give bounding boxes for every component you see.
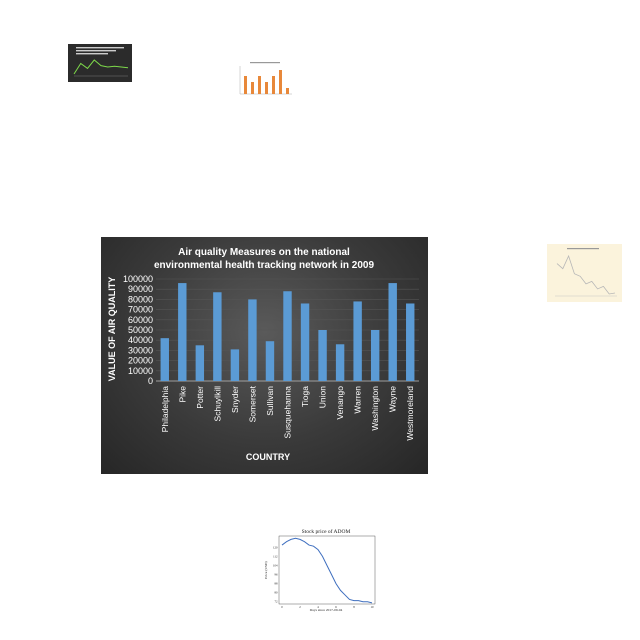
bar bbox=[406, 303, 415, 381]
y-tick-label: 70000 bbox=[128, 305, 153, 315]
y-tick-label: 30000 bbox=[128, 345, 153, 355]
x-tick-label: Sullivan bbox=[265, 386, 275, 416]
plot-frame bbox=[278, 535, 376, 605]
thumbnail-cream-line-chart bbox=[547, 244, 622, 302]
bar bbox=[335, 344, 345, 381]
stock-chart-svg: Stock price of ADOM Days since 2017-09-0… bbox=[264, 528, 376, 612]
thumbnail-bar bbox=[258, 76, 261, 94]
bar bbox=[283, 291, 292, 381]
air-quality-bar-chart: Air quality Measures on the national env… bbox=[101, 237, 428, 474]
bar bbox=[160, 338, 169, 381]
price-series bbox=[281, 537, 373, 604]
air-quality-chart-svg: Air quality Measures on the national env… bbox=[107, 247, 419, 462]
x-tick-label: Pike bbox=[177, 386, 187, 403]
bar bbox=[265, 341, 275, 381]
x-tick-label: Warren bbox=[353, 386, 363, 414]
stock-x-tick-label: 2 bbox=[299, 605, 301, 609]
y-tick-label: 60000 bbox=[128, 315, 153, 325]
thumbnail-title-line bbox=[76, 50, 116, 52]
stock-y-tick-label: 88 bbox=[275, 582, 279, 586]
x-tick-label: Schuylkill bbox=[212, 386, 222, 422]
thumbnail-title-line bbox=[567, 248, 599, 250]
y-tick-label: 10000 bbox=[128, 366, 153, 376]
stock-y-axis-label: Price (USD) bbox=[264, 560, 268, 578]
bar bbox=[213, 292, 222, 381]
stock-x-tick-label: 0 bbox=[281, 605, 283, 609]
chart-title-line-1: Air quality Measures on the national bbox=[178, 247, 350, 258]
thumbnail-bar bbox=[244, 76, 247, 94]
y-tick-labels: 0100002000030000400005000060000700008000… bbox=[123, 274, 153, 386]
y-tick-label: 40000 bbox=[128, 335, 153, 345]
x-tick-label: Susquehanna bbox=[283, 386, 293, 439]
stock-y-tick-label: 80 bbox=[275, 591, 279, 595]
x-tick-label: Westmoreland bbox=[405, 386, 415, 441]
x-tick-labels: Philadelphia Pike Potter Schuylkill Snyder So… bbox=[160, 385, 415, 440]
y-tick-label: 80000 bbox=[128, 294, 153, 304]
x-tick-label: Somerset bbox=[247, 385, 257, 422]
bar bbox=[230, 349, 240, 381]
x-tick-label: Philadelphia bbox=[160, 386, 170, 433]
stock-y-tick-label: 72 bbox=[275, 600, 279, 604]
bar bbox=[178, 283, 187, 381]
thumbnail-bar bbox=[272, 76, 275, 94]
stock-x-axis-label: Days since 2017-09-04 bbox=[310, 608, 343, 612]
bar bbox=[353, 301, 362, 381]
thumbnail-cream-svg bbox=[555, 248, 617, 297]
bar bbox=[300, 303, 310, 381]
stock-x-tick-label: 4 bbox=[317, 605, 319, 609]
y-tick-label: 0 bbox=[148, 376, 153, 386]
x-tick-label: Wayne bbox=[388, 386, 398, 412]
x-tick-label: Potter bbox=[195, 386, 205, 409]
stock-price-line bbox=[281, 537, 373, 604]
y-tick-label: 50000 bbox=[128, 325, 153, 335]
y-tick-label: 90000 bbox=[128, 284, 153, 294]
thumbnail-title-line bbox=[76, 47, 124, 49]
thumbnail-dark-svg bbox=[73, 47, 129, 77]
bars bbox=[160, 283, 415, 381]
x-tick-label: Venango bbox=[335, 386, 345, 420]
stock-x-tick-label: 6 bbox=[335, 605, 337, 609]
stock-x-tick-label: 8 bbox=[353, 605, 355, 609]
thumbnail-bar bbox=[286, 88, 289, 94]
y-tick-label: 100000 bbox=[123, 274, 153, 284]
x-axis-label: COUNTRY bbox=[246, 452, 290, 462]
x-tick-label: Union bbox=[318, 386, 328, 408]
stock-y-tick-label: 120 bbox=[273, 545, 278, 549]
y-tick-label: 20000 bbox=[128, 356, 153, 366]
x-tick-label: Snyder bbox=[230, 386, 240, 413]
x-tick-label: Tioga bbox=[300, 386, 310, 407]
thumbnail-orange-svg bbox=[239, 62, 292, 95]
stock-y-tick-label: 104 bbox=[273, 563, 278, 567]
thumbnail-bar bbox=[251, 82, 254, 94]
thumbnail-title-line bbox=[250, 62, 280, 64]
stock-x-tick-label: 10 bbox=[371, 605, 375, 609]
bar bbox=[370, 330, 380, 381]
thumbnail-line bbox=[73, 59, 129, 75]
thumbnail-dark-line-chart bbox=[68, 44, 132, 82]
stock-chart-title: Stock price of ADOM bbox=[302, 528, 351, 535]
bar bbox=[318, 330, 327, 381]
stock-y-tick-label: 112 bbox=[273, 554, 278, 558]
y-axis-label: VALUE OF AIR QUALITY bbox=[107, 277, 117, 382]
thumbnail-line bbox=[556, 254, 616, 295]
bar bbox=[195, 345, 205, 381]
bar bbox=[388, 283, 397, 381]
stock-y-tick-label: 96 bbox=[275, 573, 279, 577]
x-tick-label: Washington bbox=[370, 386, 380, 431]
thumbnail-orange-bar-chart bbox=[232, 60, 294, 100]
tick-labels: 72 80 88 96 104 112 120 0 2 4 6 8 10 bbox=[273, 545, 374, 609]
thumbnail-bar bbox=[279, 70, 282, 94]
thumbnail-bar bbox=[265, 82, 268, 94]
chart-title-line-2: environmental health tracking network in… bbox=[154, 260, 375, 271]
plot-border bbox=[278, 535, 376, 605]
stock-price-line-chart: Stock price of ADOM Days since 2017-09-0… bbox=[263, 526, 383, 613]
bar bbox=[248, 299, 257, 381]
thumbnail-title-line bbox=[76, 53, 108, 55]
